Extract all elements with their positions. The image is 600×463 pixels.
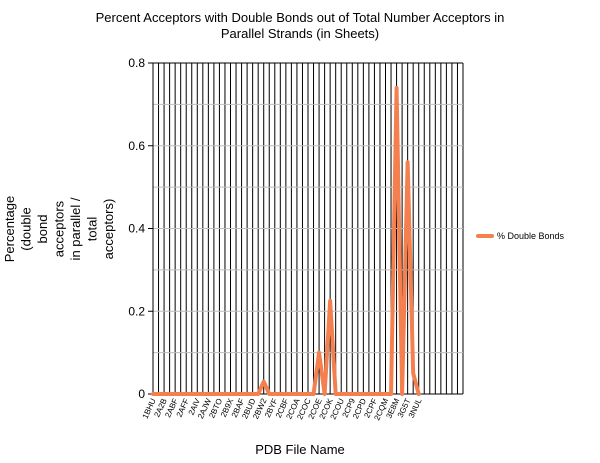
y-tick-label: 0.2 <box>128 304 145 318</box>
data-point <box>163 393 165 395</box>
y-axis-title: Percentage (double bond acceptors in paralle… <box>2 196 116 263</box>
y-tick-label: 0.6 <box>128 139 145 153</box>
data-point <box>169 393 171 395</box>
data-point <box>196 393 198 395</box>
data-point <box>174 393 176 395</box>
data-point <box>390 393 392 395</box>
data-point <box>241 393 243 395</box>
data-point <box>301 393 303 395</box>
data-point <box>257 393 259 395</box>
data-point <box>191 393 193 395</box>
data-point <box>357 393 359 395</box>
chart-title-line-1: Percent Acceptors with Double Bonds out … <box>96 10 505 25</box>
data-point <box>324 393 326 395</box>
y-tick-label: 0.8 <box>128 56 145 70</box>
data-point <box>296 393 298 395</box>
data-point <box>335 393 337 395</box>
data-point <box>213 393 215 395</box>
data-point <box>274 393 276 395</box>
data-point <box>207 393 209 395</box>
data-point <box>230 393 231 395</box>
data-point <box>340 393 342 395</box>
data-point <box>412 372 414 374</box>
data-point <box>246 393 248 395</box>
legend: % Double Bonds <box>476 231 565 241</box>
data-point <box>362 393 364 395</box>
data-point <box>185 393 187 395</box>
y-axis-title-line: acceptors) <box>101 199 116 260</box>
data-point <box>235 393 237 395</box>
x-axis-title: PDB File Name <box>255 442 345 457</box>
y-tick-label: 0.4 <box>128 222 145 236</box>
data-point <box>329 300 331 302</box>
data-point <box>290 393 292 395</box>
y-axis-title-line: bond <box>35 215 50 244</box>
data-point <box>224 393 226 395</box>
legend-label: % Double Bonds <box>497 231 565 241</box>
data-point <box>379 393 381 395</box>
data-point <box>268 393 270 395</box>
data-point <box>313 393 315 395</box>
y-axis-ticks: 0 0.2 0.4 0.6 0.8 <box>128 56 153 401</box>
data-point <box>279 393 281 395</box>
y-tick-label: 0 <box>138 387 145 401</box>
data-point <box>346 393 348 395</box>
data-series <box>151 85 421 396</box>
data-point <box>351 393 353 395</box>
y-axis-title-line: (double <box>19 207 34 250</box>
data-point <box>285 393 287 395</box>
data-point <box>158 393 160 395</box>
data-point <box>318 352 320 354</box>
x-axis-ticks: 1BHU2A2B2ABF2AFF2AIV2AJW2BTO2B9X2BAF2BUD… <box>141 396 424 421</box>
y-axis-title-line: in parallel / <box>68 197 83 260</box>
data-point <box>385 393 386 395</box>
data-point <box>202 393 204 395</box>
data-point <box>152 393 154 395</box>
chart-title: Percent Acceptors with Double Bonds out … <box>96 10 505 41</box>
data-point <box>396 87 398 89</box>
data-point <box>368 393 370 395</box>
chart-title-line-2: Parallel Strands (in Sheets) <box>221 26 379 41</box>
data-point <box>263 381 265 383</box>
data-point <box>180 393 182 395</box>
data-point <box>373 393 375 395</box>
data-point <box>307 393 309 395</box>
data-point <box>218 393 220 395</box>
y-axis-title-line: total <box>85 217 100 242</box>
data-point <box>401 393 403 395</box>
y-axis-title-line: acceptors <box>52 200 67 257</box>
data-point <box>252 393 254 395</box>
y-axis-title-line: Percentage <box>2 196 17 263</box>
data-point <box>418 393 420 395</box>
plot-grid <box>152 63 464 394</box>
data-point <box>407 161 409 163</box>
